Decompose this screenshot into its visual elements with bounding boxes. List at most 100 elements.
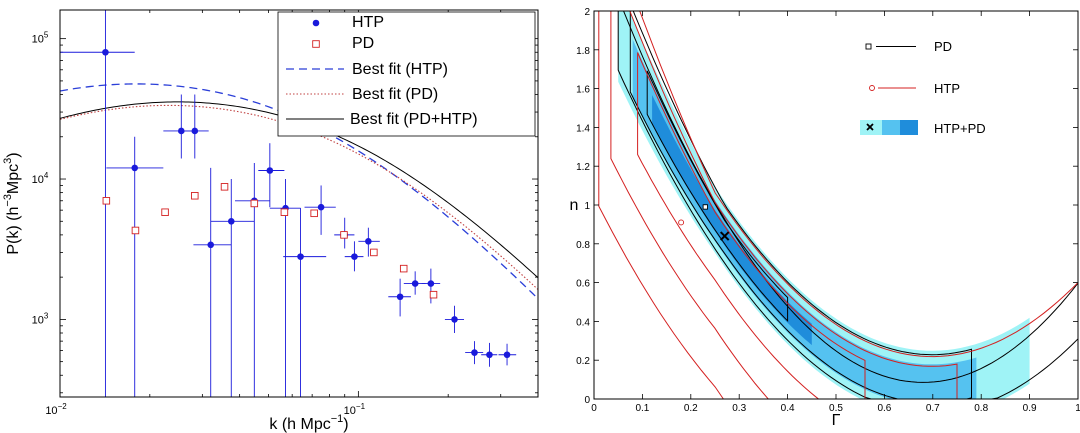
htp-point (351, 253, 358, 260)
htp-point (396, 293, 404, 301)
y-tick-label: 0.8 (576, 240, 590, 251)
pd-2sigma-contour (629, 11, 972, 399)
y-tick-label: 0.2 (576, 356, 590, 367)
pd-point (102, 197, 111, 205)
y-tick-label: 105 (32, 31, 49, 46)
x-tick-label: 0.5 (829, 403, 843, 414)
htp-point (486, 351, 493, 359)
right-axis-ticks: 0 0.1 0.2 0.3 0.4 0.5 0.6 0.7 0.8 0.9 1 0 0.2 0.4 0.6 0… (576, 7, 1080, 414)
x-axis-title: Γ (832, 412, 841, 429)
pd-point (399, 264, 408, 273)
y-axis-title: n (570, 197, 579, 214)
legend-label: Best fit (PD) (352, 86, 438, 103)
joint-best-fit-marker (719, 231, 730, 241)
htp-point (471, 349, 478, 356)
x-tick-label: 0.4 (781, 403, 795, 414)
pd-best-fit-marker (702, 204, 708, 210)
legend-htp-marker (312, 19, 320, 27)
contour-plot: 0 0.1 0.2 0.3 0.4 0.5 0.6 0.7 0.8 0.9 1 0 0.2 0.4 0.6 0… (570, 7, 1080, 429)
legend-pd-marker (312, 40, 320, 48)
htp-point (102, 48, 109, 56)
legend-label: Best fit (HTP) (352, 61, 448, 78)
right-legend: PD HTP HTP+PD (860, 39, 986, 136)
x-tick-label: 0.8 (974, 403, 988, 414)
pd-1sigma-contour (646, 70, 789, 323)
pd-point (280, 208, 289, 216)
pd-point (131, 226, 140, 235)
htp-2sigma-contour (610, 11, 958, 399)
y-tick-label: 1.6 (576, 85, 590, 96)
left-plot-frame (59, 9, 539, 398)
pd-point (340, 231, 348, 239)
x-tick-label: 0.3 (732, 403, 746, 414)
x-tick-label: 0.2 (684, 403, 698, 414)
pd-point (161, 208, 169, 216)
pd-contours (617, 11, 1078, 399)
htp-point (365, 238, 372, 245)
htp-point (411, 280, 419, 287)
y-tick-label: 0.4 (576, 317, 590, 328)
y-tick-label: 1.2 (576, 162, 590, 173)
legend-label: HTP (352, 14, 384, 31)
htp-point (207, 241, 215, 249)
legend-joint-swatch-inner (900, 120, 918, 135)
x-tick-label: 0.1 (635, 403, 649, 414)
pd-point (250, 199, 259, 208)
x-tick-label: 0.9 (1023, 403, 1037, 414)
htp-point (427, 280, 435, 287)
legend-label: PD (352, 35, 374, 52)
best-fit-markers (678, 204, 730, 241)
legend-label: HTP+PD (934, 121, 986, 136)
htp-point (131, 164, 139, 172)
best-fit-htp-curve (60, 83, 538, 300)
y-tick-label: 1.4 (576, 123, 590, 134)
left-legend: HTP PD Best fit (HTP) Best fit (PD) Best fit… (277, 11, 536, 137)
legend-htp-marker (869, 85, 875, 91)
legend-label: HTP (934, 81, 960, 96)
y-tick-label: 1 (584, 201, 590, 212)
pd-point (310, 209, 318, 218)
htp-contours (598, 11, 1078, 399)
y-tick-label: 2 (584, 7, 590, 18)
htp-point (191, 127, 199, 135)
legend-joint-swatch-mid (882, 120, 900, 135)
htp-point (503, 351, 511, 359)
y-tick-label: 104 (32, 171, 49, 186)
y-axis-title: P(k) (h−3Mpc3) (2, 152, 22, 254)
htp-point (227, 217, 235, 225)
legend-pd-marker (865, 43, 872, 50)
pd-point (220, 183, 229, 191)
joint-1sigma-region (652, 95, 812, 346)
x-tick-label: 10−1 (344, 402, 366, 417)
htp-best-fit-marker (678, 219, 685, 226)
htp-3sigma-contour (598, 11, 1078, 399)
y-tick-label: 0 (584, 395, 590, 406)
x-tick-label: 1 (1075, 403, 1080, 414)
legend-label: Best fit (PD+HTP) (350, 111, 478, 128)
y-tick-label: 0.6 (576, 279, 590, 290)
htp-point (451, 316, 458, 323)
pd-point (429, 290, 438, 299)
pd-point (191, 192, 199, 200)
power-spectrum-plot: 10−2 10−1 103 104 105 k (h Mpc−1) P(k) (h−3Mpc… (2, 9, 539, 433)
y-tick-label: 103 (32, 311, 49, 326)
pd-series (102, 183, 438, 299)
x-tick-label: 0 (591, 403, 597, 414)
y-tick-label: 1.8 (576, 46, 590, 57)
htp-point (317, 203, 325, 211)
joint-confidence-regions (618, 11, 1030, 399)
legend-label: PD (934, 39, 952, 54)
x-axis-title: k (h Mpc−1) (269, 413, 348, 433)
htp-point (297, 253, 304, 260)
pd-point (370, 248, 378, 257)
htp-1sigma-contour (637, 52, 866, 399)
legend-joint-marker (866, 123, 874, 131)
legend-box (277, 11, 536, 137)
htp-point (266, 167, 274, 174)
right-plot-frame (593, 10, 1079, 400)
x-tick-label: 0.7 (926, 403, 940, 414)
pd-3sigma-contour (617, 11, 1078, 399)
x-tick-label: 0.6 (877, 403, 891, 414)
x-tick-label: 10−2 (45, 402, 67, 417)
